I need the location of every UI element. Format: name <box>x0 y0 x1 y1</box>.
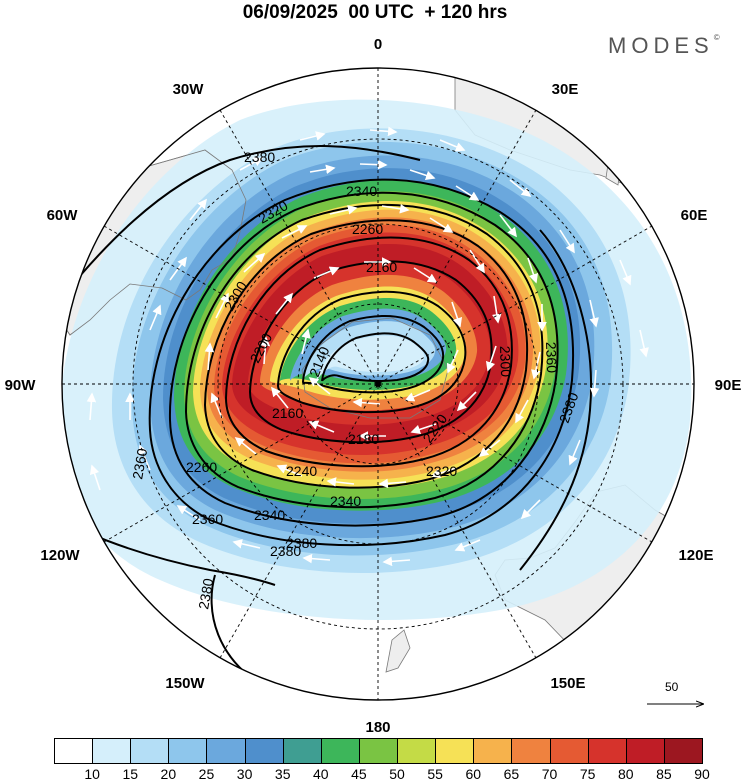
colorbar-cell <box>282 738 322 764</box>
colorbar-label: 65 <box>503 766 520 782</box>
lon-label-120w: 120W <box>40 547 80 564</box>
reference-arrow-icon <box>647 680 707 712</box>
contour-label: 2360 <box>192 511 223 527</box>
contour-label: 2340 <box>346 183 377 199</box>
colorbar-cell <box>54 738 94 764</box>
colorbar-label: 60 <box>465 766 482 782</box>
colorbar-label: 15 <box>122 766 139 782</box>
colorbar-label: 35 <box>274 766 291 782</box>
colorbar-cell <box>435 738 475 764</box>
colorbar-cell <box>130 738 170 764</box>
reference-vector-label: 50 <box>665 680 679 694</box>
colorbar-cell <box>663 738 703 764</box>
south-pole-marker <box>375 381 381 387</box>
colorbar-cell <box>397 738 437 764</box>
longitude-labels: 0 30E 60E 90E 120E 150E 180 150W 120W 90… <box>5 36 742 736</box>
colorbar-label: 50 <box>389 766 405 782</box>
colorbar-cell <box>206 738 246 764</box>
lon-label-120e: 120E <box>678 547 713 564</box>
map-title: 06/09/2025 00 UTC + 120 hrs <box>242 2 508 23</box>
colorbar-label: 85 <box>656 766 672 782</box>
lon-label-0: 0 <box>374 36 382 53</box>
contour-label: 2160 <box>272 405 303 421</box>
graticule <box>62 68 694 700</box>
lon-label-60e: 60E <box>681 207 708 224</box>
contour-label: 2180 <box>348 431 379 447</box>
colorbar-cell <box>625 738 665 764</box>
colorbar-cell <box>320 738 360 764</box>
colorbar-label: 45 <box>351 766 367 782</box>
contour-label: 2380 <box>286 535 317 551</box>
colorbar-labels: 10 15 20 25 30 35 40 45 50 55 60 65 70 75 80 85 90 <box>54 766 734 782</box>
lon-label-90w: 90W <box>5 377 37 394</box>
map-disc <box>62 68 694 700</box>
colorbar-cell <box>511 738 551 764</box>
lon-label-150e: 150E <box>550 675 585 692</box>
contour-label: 2160 <box>366 259 397 275</box>
lon-label-90e: 90E <box>715 377 742 394</box>
brand-logo: MODES© <box>608 33 720 59</box>
contour-label: 2340 <box>254 507 285 523</box>
colorbar-label: 10 <box>84 766 100 782</box>
colorbar-label: 40 <box>313 766 329 782</box>
contour-label: 2300 <box>497 346 514 378</box>
new-zealand-land <box>385 629 411 673</box>
lon-label-30w: 30W <box>173 81 205 98</box>
lon-label-150w: 150W <box>165 675 205 692</box>
contour-label: 2320 <box>426 463 457 479</box>
colorbar <box>54 738 703 764</box>
colorbar-label: 75 <box>579 766 596 782</box>
colorbar-label: 80 <box>617 766 634 782</box>
contour-label: 2380 <box>195 577 216 611</box>
contour-label: 2360 <box>129 447 150 481</box>
contour-label: 2260 <box>186 459 217 475</box>
wind-vectors <box>86 126 649 667</box>
contour-label: 2380 <box>270 543 301 559</box>
colorbar-cell <box>473 738 513 764</box>
colorbar-label: 30 <box>236 766 253 782</box>
colorbar-label: 55 <box>427 766 443 782</box>
colorbar-label: 90 <box>694 766 710 782</box>
reference-vector: 50 <box>645 680 707 712</box>
contour-label: 2240 <box>286 463 317 479</box>
colorbar-cell <box>92 738 132 764</box>
map-border <box>61 67 695 701</box>
contour-label: 2260 <box>352 221 383 237</box>
colorbar-cell <box>244 738 284 764</box>
colorbar-cell <box>549 738 589 764</box>
lon-label-30e: 30E <box>552 81 579 98</box>
contour-label: 2380 <box>244 149 275 165</box>
colorbar-label: 20 <box>160 766 177 782</box>
colorbar-label: 25 <box>198 766 215 782</box>
wind-speed-shading <box>62 99 692 620</box>
colorbar-cell <box>587 738 627 764</box>
lon-label-180: 180 <box>365 719 390 736</box>
colorbar-label: 70 <box>541 766 558 782</box>
contour-label: 2340 <box>330 493 361 509</box>
south-america-coast <box>62 149 247 336</box>
contour-label: 2360 <box>543 342 560 374</box>
antarctica-coast <box>301 317 449 419</box>
colorbar-cell <box>168 738 208 764</box>
lon-label-60w: 60W <box>47 207 79 224</box>
copyright-icon: © <box>713 33 720 42</box>
brand-text: MODES <box>608 33 714 58</box>
colorbar-cell <box>358 738 399 764</box>
